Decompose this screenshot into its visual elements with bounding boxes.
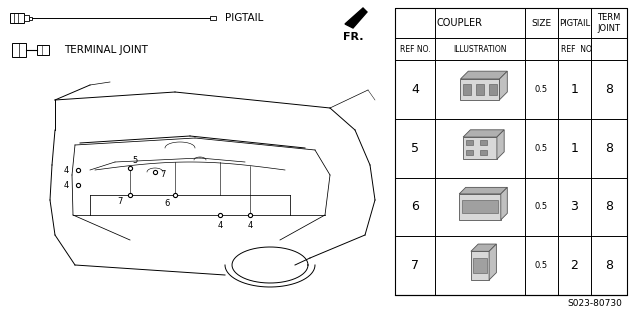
Text: TERM
JOINT: TERM JOINT — [598, 13, 620, 33]
Text: 0.5: 0.5 — [535, 144, 548, 153]
Bar — [461, 79, 499, 100]
Text: ILLUSTRATION: ILLUSTRATION — [454, 44, 507, 53]
Text: 8: 8 — [605, 259, 613, 272]
Polygon shape — [461, 71, 507, 79]
Text: 1: 1 — [571, 142, 578, 155]
Text: PIGTAIL: PIGTAIL — [225, 13, 263, 23]
Text: 1: 1 — [571, 83, 578, 96]
Text: 6: 6 — [411, 200, 419, 213]
Text: 7: 7 — [117, 196, 123, 205]
Polygon shape — [471, 244, 496, 251]
Bar — [480, 150, 487, 156]
Text: 8: 8 — [605, 200, 613, 213]
Text: S023-80730: S023-80730 — [567, 299, 622, 308]
Bar — [24, 15, 29, 21]
Bar — [462, 84, 471, 95]
Bar — [462, 200, 497, 213]
Bar — [466, 140, 473, 145]
Text: COUPLER: COUPLER — [437, 18, 483, 28]
Polygon shape — [501, 188, 507, 220]
Text: 4: 4 — [411, 83, 419, 96]
Bar — [473, 259, 487, 273]
Bar — [459, 194, 501, 220]
Polygon shape — [489, 244, 496, 280]
Text: PIGTAIL: PIGTAIL — [559, 19, 590, 28]
Text: 0.5: 0.5 — [535, 202, 548, 212]
Text: 4: 4 — [63, 165, 69, 174]
Text: 0.5: 0.5 — [535, 85, 548, 94]
Text: 0.5: 0.5 — [535, 261, 548, 270]
Bar — [210, 16, 216, 20]
Polygon shape — [463, 130, 504, 137]
Bar — [489, 84, 497, 95]
Polygon shape — [345, 8, 367, 28]
Text: 7: 7 — [161, 170, 166, 179]
Polygon shape — [499, 71, 507, 100]
Text: 7: 7 — [411, 259, 419, 272]
Bar — [463, 137, 497, 159]
Text: 2: 2 — [571, 259, 578, 272]
Polygon shape — [497, 130, 504, 159]
Bar — [10, 13, 24, 23]
Text: 4: 4 — [217, 220, 222, 229]
Bar — [395, 8, 627, 295]
Text: SIZE: SIZE — [531, 19, 552, 28]
Text: 4: 4 — [247, 220, 253, 229]
Bar — [476, 84, 484, 95]
Text: REF NO.: REF NO. — [399, 44, 431, 53]
Text: FR.: FR. — [343, 32, 364, 42]
Bar — [37, 45, 49, 55]
Bar — [29, 17, 32, 20]
Text: REF  NO: REF NO — [561, 44, 591, 53]
Text: 5: 5 — [411, 142, 419, 155]
Text: 4: 4 — [63, 180, 69, 189]
Bar — [466, 150, 473, 156]
Text: 8: 8 — [605, 83, 613, 96]
Text: 6: 6 — [164, 198, 169, 207]
Text: 3: 3 — [571, 200, 578, 213]
Text: 8: 8 — [605, 142, 613, 155]
Polygon shape — [459, 188, 507, 194]
Text: 5: 5 — [132, 156, 138, 164]
Text: TERMINAL JOINT: TERMINAL JOINT — [64, 45, 148, 55]
Bar — [480, 140, 487, 145]
Bar — [471, 251, 489, 280]
Bar — [12, 43, 26, 57]
